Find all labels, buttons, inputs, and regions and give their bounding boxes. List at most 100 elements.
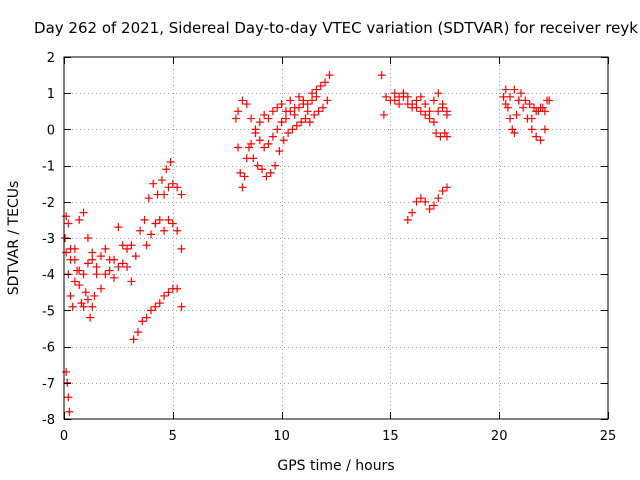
data-point — [66, 291, 75, 300]
data-point — [123, 244, 132, 253]
data-point — [160, 190, 169, 199]
data-point — [164, 183, 173, 192]
y-tick-label: -8 — [42, 413, 55, 428]
x-tick-label: 5 — [169, 429, 177, 444]
data-point — [273, 103, 282, 112]
data-point — [81, 288, 90, 297]
data-point — [408, 208, 417, 217]
data-point — [268, 132, 277, 141]
data-point — [510, 129, 519, 138]
data-point — [79, 270, 88, 279]
data-point — [242, 100, 251, 109]
data-point — [173, 183, 182, 192]
data-point — [305, 118, 314, 127]
data-point — [438, 186, 447, 195]
data-point — [88, 248, 97, 257]
y-tick-label: 2 — [47, 51, 55, 66]
data-point — [268, 107, 277, 116]
data-point — [90, 291, 99, 300]
data-point — [281, 114, 290, 123]
data-point — [166, 157, 175, 166]
series-arc-b — [61, 234, 99, 322]
data-point — [301, 114, 310, 123]
data-point — [110, 273, 119, 282]
data-point — [249, 154, 258, 163]
data-point — [295, 92, 304, 101]
data-point — [136, 226, 145, 235]
data-point — [234, 143, 243, 152]
data-point — [177, 190, 186, 199]
data-point — [297, 118, 306, 127]
data-point — [284, 129, 293, 138]
data-point — [149, 179, 158, 188]
y-tick-label: -7 — [42, 377, 55, 392]
data-point — [536, 103, 545, 112]
data-point — [412, 96, 421, 105]
data-point — [131, 252, 140, 261]
data-point — [303, 107, 312, 116]
data-point — [66, 255, 75, 264]
data-points — [61, 71, 554, 416]
data-point — [310, 110, 319, 119]
data-point — [157, 176, 166, 185]
data-point — [147, 306, 156, 315]
x-axis-label: GPS time / hours — [277, 458, 394, 474]
series-arc-p — [501, 85, 549, 145]
data-point — [412, 197, 421, 206]
data-point — [79, 302, 88, 311]
data-point — [318, 103, 327, 112]
data-point — [65, 407, 74, 416]
data-point — [290, 110, 299, 119]
data-point — [75, 215, 84, 224]
data-point — [142, 313, 151, 322]
data-point — [255, 136, 264, 145]
series-arc-i — [234, 71, 334, 152]
data-point — [532, 107, 541, 116]
data-point — [164, 215, 173, 224]
data-point — [421, 110, 430, 119]
data-point — [110, 255, 119, 264]
x-tick-label: 0 — [60, 429, 68, 444]
data-point — [308, 89, 317, 98]
data-point — [92, 270, 101, 279]
data-point — [438, 103, 447, 112]
series-arc-g — [160, 179, 186, 199]
data-point — [527, 114, 536, 123]
data-point — [390, 96, 399, 105]
x-tick-label: 20 — [491, 429, 508, 444]
data-point — [164, 288, 173, 297]
data-point — [429, 201, 438, 210]
data-point — [540, 107, 549, 116]
data-point — [160, 291, 169, 300]
data-point — [177, 302, 186, 311]
data-point — [262, 172, 271, 181]
data-point — [395, 92, 404, 101]
data-point — [536, 136, 545, 145]
y-axis-label: SDTVAR / TECUs — [6, 181, 22, 296]
data-point — [277, 118, 286, 127]
data-point — [432, 129, 441, 138]
data-point — [260, 143, 269, 152]
y-tick-labels: -8 -7 -6 -5 -4 -3 -2 -1 0 1 2 — [42, 51, 55, 428]
data-point — [395, 100, 404, 109]
y-tick-label: 0 — [47, 123, 55, 138]
data-point — [416, 107, 425, 116]
data-point — [403, 92, 412, 101]
data-point — [299, 96, 308, 105]
data-point — [92, 262, 101, 271]
axis-ticks — [64, 57, 609, 420]
data-point — [118, 259, 127, 268]
y-tick-label: -5 — [42, 304, 55, 319]
data-point — [514, 96, 523, 105]
data-point — [96, 284, 105, 293]
data-point — [545, 96, 554, 105]
data-point — [382, 92, 391, 101]
data-point — [321, 78, 330, 87]
data-point — [316, 81, 325, 90]
series-arc-a — [62, 367, 74, 416]
data-point — [519, 103, 528, 112]
data-point — [501, 85, 510, 94]
data-point — [286, 96, 295, 105]
